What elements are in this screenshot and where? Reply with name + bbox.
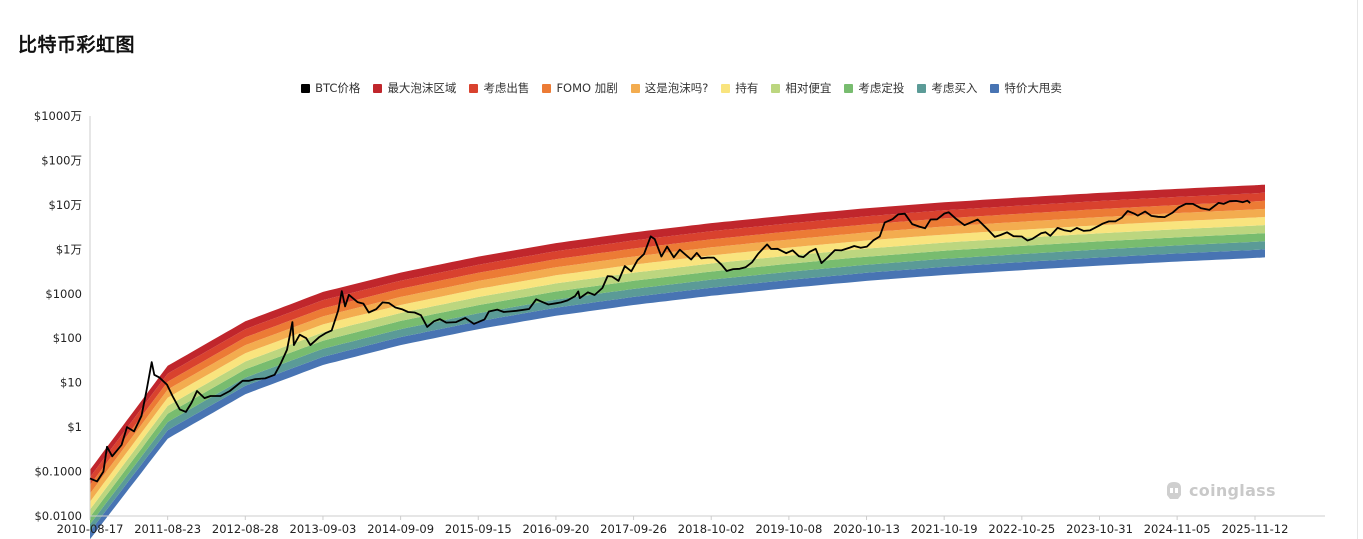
y-tick-label: $0.1000 xyxy=(34,465,82,479)
legend-item[interactable]: 持有 xyxy=(721,80,758,96)
legend-item[interactable]: FOMO 加剧 xyxy=(542,80,618,96)
btc-price-line xyxy=(89,199,1251,483)
x-tick-label: 2015-09-15 xyxy=(445,522,512,536)
legend-swatch xyxy=(721,83,731,93)
legend-label: 相对便宜 xyxy=(785,81,832,95)
legend-swatch xyxy=(844,83,854,93)
y-tick-label: $0.0100 xyxy=(34,509,82,523)
legend-swatch xyxy=(917,83,927,93)
legend-item[interactable]: 考虑定投 xyxy=(844,80,904,96)
y-tick-label: $10 xyxy=(60,376,82,390)
x-tick-label: 2019-10-08 xyxy=(755,522,822,536)
page-title: 比特币彩虹图 xyxy=(18,34,136,56)
legend-swatch xyxy=(542,83,552,93)
chart-legend: BTC价格 最大泡沫区域 考虑出售 FOMO 加剧 这是泡沫吗? 持有 相对便宜 考虑定投 考虑… xyxy=(0,80,1363,96)
legend-swatch xyxy=(301,83,311,93)
y-tick-label: $10万 xyxy=(49,198,82,212)
x-tick-label: 2020-10-13 xyxy=(833,522,900,536)
x-tick-label: 2016-09-20 xyxy=(522,522,589,536)
legend-item[interactable]: 特价大甩卖 xyxy=(990,80,1062,96)
rainbow-bands xyxy=(90,184,1265,539)
y-tick-label: $1万 xyxy=(56,242,82,256)
rainbow-band xyxy=(90,249,1265,539)
legend-swatch xyxy=(990,83,1000,93)
legend-item[interactable]: 考虑买入 xyxy=(917,80,977,96)
legend-item[interactable]: 考虑出售 xyxy=(469,80,529,96)
y-tick-label: $1 xyxy=(67,420,82,434)
coinglass-logo-icon xyxy=(1167,482,1181,499)
x-tick-label: 2018-10-02 xyxy=(678,522,745,536)
legend-label: 考虑出售 xyxy=(483,81,530,95)
y-tick-label: $1000 xyxy=(45,287,82,301)
legend-item[interactable]: 这是泡沫吗? xyxy=(630,80,709,96)
legend-swatch xyxy=(771,83,781,93)
coinglass-watermark: coinglass xyxy=(1163,479,1276,501)
legend-label: FOMO 加剧 xyxy=(556,81,618,95)
legend-label: 持有 xyxy=(735,81,759,95)
x-tick-label: 2021-10-19 xyxy=(911,522,978,536)
legend-swatch xyxy=(630,83,640,93)
legend-item[interactable]: 相对便宜 xyxy=(771,80,831,96)
x-tick-label: 2013-09-03 xyxy=(290,522,357,536)
x-tick-label: 2010-08-17 xyxy=(57,522,124,536)
btc-price-series xyxy=(89,199,1251,483)
legend-label: 特价大甩卖 xyxy=(1004,81,1062,95)
x-tick-label: 2023-10-31 xyxy=(1066,522,1133,536)
legend-label: 这是泡沫吗? xyxy=(644,81,709,95)
x-tick-label: 2014-09-09 xyxy=(367,522,434,536)
legend-item[interactable]: 最大泡沫区域 xyxy=(373,80,456,96)
legend-label: 考虑买入 xyxy=(931,81,978,95)
axes: $0.0100 $0.1000 $1 $10 $100 $1000 $1万 $10万 $100万… xyxy=(34,109,1325,536)
legend-swatch xyxy=(469,83,479,93)
legend-item[interactable]: BTC价格 xyxy=(301,80,360,96)
legend-swatch xyxy=(373,83,383,93)
x-tick-label: 2011-08-23 xyxy=(134,522,201,536)
legend-label: BTC价格 xyxy=(315,81,361,95)
x-tick-label: 2017-09-26 xyxy=(600,522,667,536)
y-tick-label: $100万 xyxy=(41,153,82,167)
x-tick-label: 2024-11-05 xyxy=(1144,522,1211,536)
y-tick-label: $1000万 xyxy=(34,109,82,123)
y-tick-label: $100 xyxy=(53,331,82,345)
x-tick-label: 2022-10-25 xyxy=(988,522,1055,536)
legend-label: 最大泡沫区域 xyxy=(387,81,457,95)
x-tick-label: 2025-11-12 xyxy=(1222,522,1289,536)
x-tick-label: 2012-08-28 xyxy=(212,522,279,536)
watermark-text: coinglass xyxy=(1189,480,1276,500)
legend-label: 考虑定投 xyxy=(858,81,905,95)
